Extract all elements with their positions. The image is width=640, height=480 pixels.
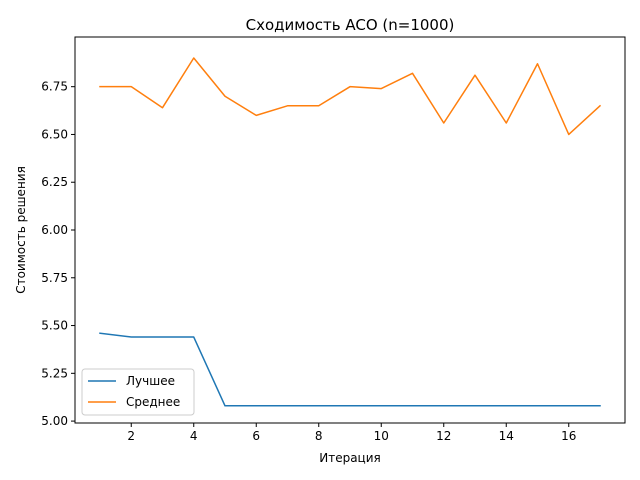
x-tick-label: 2 — [127, 429, 135, 443]
series-layer — [99, 57, 602, 407]
legend: Лучшее Среднее — [81, 368, 195, 416]
y-axis-ticks: 5.00 5.25 5.50 5.75 6.00 6.25 6.50 6.75 — [41, 80, 75, 428]
x-tick-label: 16 — [561, 429, 576, 443]
plot-area — [74, 36, 626, 424]
y-tick-label: 5.75 — [41, 271, 68, 285]
series-line-average — [99, 57, 602, 136]
y-tick-label: 6.25 — [41, 175, 68, 189]
y-tick-label: 5.00 — [41, 414, 68, 428]
x-tick-label: 8 — [315, 429, 323, 443]
y-tick-label: 6.75 — [41, 80, 68, 94]
y-tick-label: 5.50 — [41, 319, 68, 333]
chart-title: Сходимость ACO (n=1000) — [246, 16, 455, 34]
axes-frame — [74, 36, 626, 424]
series-line-best — [99, 332, 601, 407]
legend-label-average: Среднее — [126, 395, 180, 409]
x-tick-label: 12 — [436, 429, 451, 443]
x-axis-label: Итерация — [319, 451, 381, 465]
y-tick-label: 6.50 — [41, 127, 68, 141]
x-tick-label: 6 — [252, 429, 260, 443]
legend-label-best: Лучшее — [126, 374, 175, 388]
x-tick-label: 4 — [190, 429, 198, 443]
x-tick-label: 10 — [374, 429, 389, 443]
x-axis-ticks: 2 4 6 8 10 12 14 16 — [127, 423, 576, 443]
y-axis-label: Стоимость решения — [14, 166, 28, 294]
y-tick-label: 6.00 — [41, 223, 68, 237]
y-tick-label: 5.25 — [41, 366, 68, 380]
x-tick-label: 14 — [499, 429, 514, 443]
